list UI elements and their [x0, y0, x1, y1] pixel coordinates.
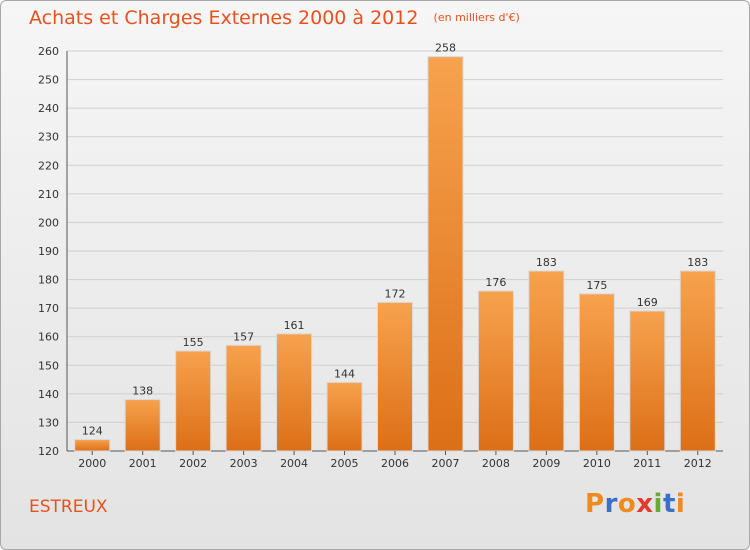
x-tick-label: 2003	[230, 457, 258, 470]
bar	[477, 290, 514, 452]
logo-letter: t	[662, 489, 676, 519]
data-label: 176	[485, 276, 506, 289]
logo-letter: i	[675, 489, 686, 519]
bar	[377, 301, 413, 452]
bar	[629, 310, 666, 452]
data-label: 183	[687, 256, 708, 269]
logo-letter: i	[653, 489, 663, 519]
y-tick-label: 140	[38, 388, 59, 401]
data-label: 172	[385, 287, 406, 300]
y-tick-label: 230	[38, 131, 59, 144]
bar	[679, 270, 716, 452]
x-tick-label: 2010	[583, 457, 611, 470]
x-tick-label: 2004	[280, 457, 308, 470]
x-tick-label: 2011	[633, 457, 661, 470]
x-tick-label: 2008	[482, 457, 510, 470]
bar	[175, 350, 212, 452]
data-label: 183	[536, 256, 557, 269]
data-label: 258	[435, 42, 456, 55]
y-tick-label: 180	[38, 274, 59, 287]
x-tick-label: 2012	[684, 457, 712, 470]
y-tick-label: 220	[38, 159, 59, 172]
chart-title: Achats et Charges Externes 2000 à 2012	[29, 7, 419, 29]
y-tick-label: 190	[38, 245, 59, 258]
bar	[276, 333, 313, 452]
x-tick-label: 2006	[381, 457, 409, 470]
y-tick-label: 170	[38, 302, 59, 315]
y-tick-label: 240	[38, 102, 59, 115]
data-label: 144	[334, 367, 355, 380]
y-tick-label: 200	[38, 216, 59, 229]
chart-title-row: Achats et Charges Externes 2000 à 2012 (…	[29, 7, 520, 29]
y-tick-label: 160	[38, 331, 59, 344]
data-label: 169	[637, 296, 658, 309]
bar	[225, 344, 262, 452]
y-tick-label: 210	[38, 188, 59, 201]
y-tick-label: 260	[38, 45, 59, 58]
y-tick-label: 250	[38, 74, 59, 87]
x-tick-label: 2000	[78, 457, 106, 470]
logo-letter: o	[617, 489, 637, 519]
bar	[427, 56, 464, 452]
bar	[326, 381, 363, 452]
chart-unit: (en milliers d'€)	[433, 11, 520, 24]
x-tick-label: 2002	[179, 457, 207, 470]
y-tick-label: 130	[38, 416, 59, 429]
bar	[578, 293, 615, 452]
data-label: 157	[233, 330, 254, 343]
data-label: 124	[82, 425, 103, 438]
data-label: 155	[183, 336, 204, 349]
bar	[74, 439, 111, 452]
x-tick-label: 2009	[532, 457, 560, 470]
proxiti-logo: Proxiti	[585, 489, 685, 519]
logo-letter: x	[636, 489, 654, 519]
data-label: 138	[132, 385, 153, 398]
x-tick-label: 2001	[129, 457, 157, 470]
logo-letter: P	[585, 489, 605, 519]
bar	[124, 399, 161, 452]
x-tick-label: 2007	[431, 457, 459, 470]
y-tick-label: 150	[38, 359, 59, 372]
bar	[528, 270, 565, 452]
logo-letter: r	[604, 489, 618, 519]
data-label: 175	[586, 279, 607, 292]
y-tick-label: 120	[38, 445, 59, 458]
commune-name: ESTREUX	[29, 497, 108, 517]
x-tick-label: 2005	[331, 457, 359, 470]
data-label: 161	[284, 319, 305, 332]
